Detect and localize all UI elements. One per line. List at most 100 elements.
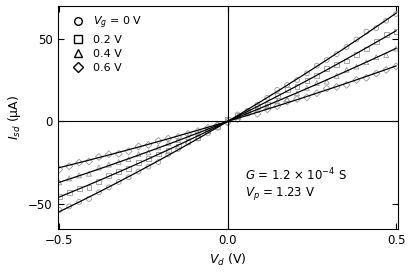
Point — [125, 157, 132, 161]
Point — [393, 12, 399, 16]
Point — [373, 55, 380, 59]
Point — [234, 117, 241, 121]
Point — [314, 81, 320, 85]
Point — [294, 84, 300, 88]
Point — [383, 18, 390, 23]
Point — [175, 138, 181, 142]
Point — [195, 135, 201, 139]
Point — [185, 140, 192, 145]
Point — [254, 104, 261, 109]
Point — [244, 109, 251, 113]
Point — [205, 127, 211, 131]
Point — [373, 26, 380, 30]
Point — [76, 186, 82, 191]
Point — [56, 194, 62, 198]
Point — [234, 113, 241, 118]
Point — [135, 169, 142, 174]
Point — [323, 66, 330, 70]
Point — [155, 145, 162, 150]
Point — [76, 160, 82, 165]
Point — [66, 176, 72, 181]
Point — [56, 180, 62, 185]
Point — [314, 91, 320, 96]
Point — [125, 167, 132, 171]
Point — [244, 111, 251, 115]
Point — [254, 107, 261, 112]
Point — [383, 53, 390, 57]
Point — [165, 152, 171, 157]
Point — [76, 200, 82, 204]
Point — [343, 68, 350, 72]
Point — [323, 58, 330, 62]
Point — [66, 164, 72, 169]
Point — [304, 71, 310, 76]
Legend: $V_g$ = 0 V, 0.2 V, 0.4 V, 0.6 V: $V_g$ = 0 V, 0.2 V, 0.4 V, 0.6 V — [63, 11, 146, 76]
Point — [363, 47, 369, 51]
Point — [56, 208, 62, 212]
Point — [96, 190, 102, 195]
Point — [274, 93, 280, 97]
Point — [115, 152, 122, 156]
Point — [333, 74, 340, 78]
Point — [155, 139, 162, 143]
Point — [96, 155, 102, 159]
Point — [66, 204, 72, 209]
Point — [393, 30, 399, 34]
Point — [185, 139, 192, 144]
Point — [205, 129, 211, 133]
Point — [205, 126, 211, 130]
Point — [175, 144, 181, 148]
Point — [304, 79, 310, 83]
Point — [215, 125, 221, 130]
Point — [224, 119, 231, 124]
Point — [125, 175, 132, 179]
Point — [304, 86, 310, 90]
Point — [274, 104, 280, 108]
Point — [234, 112, 241, 117]
Point — [115, 169, 122, 173]
Point — [86, 172, 92, 176]
Point — [135, 144, 142, 149]
Point — [185, 135, 192, 139]
Point — [66, 191, 72, 195]
Point — [343, 83, 350, 87]
Point — [284, 88, 291, 92]
Point — [373, 71, 380, 76]
Point — [96, 179, 102, 184]
Point — [96, 165, 102, 170]
Point — [224, 121, 231, 125]
Point — [353, 52, 360, 56]
Point — [145, 156, 152, 161]
Point — [125, 149, 132, 153]
Point — [86, 159, 92, 164]
Point — [185, 132, 192, 136]
Point — [106, 152, 112, 156]
X-axis label: $V_d$ (V): $V_d$ (V) — [209, 252, 247, 269]
Point — [363, 29, 369, 34]
Point — [244, 111, 251, 115]
Point — [215, 122, 221, 126]
Point — [205, 131, 211, 136]
Point — [86, 197, 92, 201]
Point — [363, 60, 369, 64]
Point — [195, 136, 201, 141]
Point — [224, 117, 231, 122]
Point — [323, 86, 330, 91]
Point — [294, 78, 300, 82]
Point — [106, 162, 112, 167]
Point — [353, 64, 360, 69]
Point — [333, 62, 340, 67]
Point — [234, 115, 241, 119]
Y-axis label: $I_{sd}$ (μA): $I_{sd}$ (μA) — [6, 95, 23, 140]
Point — [135, 161, 142, 165]
Point — [363, 76, 369, 80]
Point — [333, 52, 340, 56]
Point — [145, 143, 152, 147]
Point — [224, 118, 231, 122]
Point — [195, 131, 201, 135]
Point — [343, 45, 350, 49]
Point — [86, 185, 92, 189]
Point — [314, 64, 320, 68]
Point — [343, 59, 350, 63]
Point — [294, 97, 300, 101]
